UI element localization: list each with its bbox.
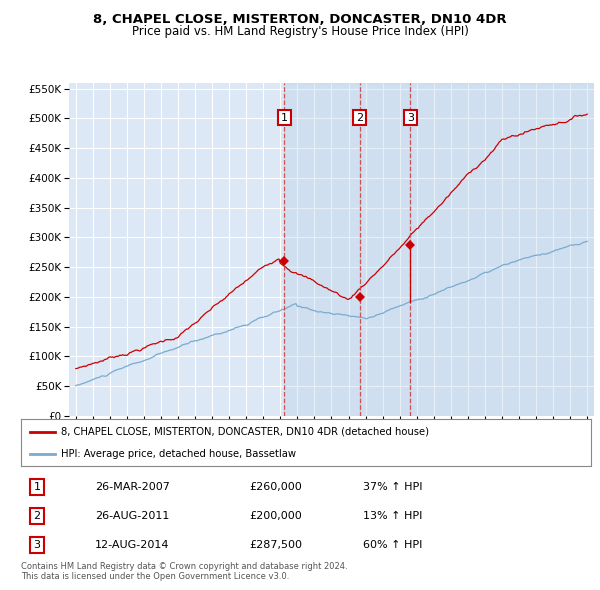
Bar (410, 83, 594, 416)
Text: HPI: Average price, detached house, Bassetlaw: HPI: Average price, detached house, Bass… (61, 450, 296, 459)
Text: This data is licensed under the Open Government Licence v3.0.: This data is licensed under the Open Gov… (21, 572, 289, 581)
Text: 1: 1 (281, 113, 288, 123)
Text: Price paid vs. HM Land Registry's House Price Index (HPI): Price paid vs. HM Land Registry's House … (131, 25, 469, 38)
Text: 60% ↑ HPI: 60% ↑ HPI (363, 540, 422, 550)
Text: £260,000: £260,000 (249, 482, 302, 491)
Text: 37% ↑ HPI: 37% ↑ HPI (363, 482, 422, 491)
Text: 2: 2 (356, 113, 363, 123)
Text: 8, CHAPEL CLOSE, MISTERTON, DONCASTER, DN10 4DR: 8, CHAPEL CLOSE, MISTERTON, DONCASTER, D… (93, 13, 507, 26)
Text: 26-AUG-2011: 26-AUG-2011 (95, 511, 169, 521)
Text: £287,500: £287,500 (249, 540, 302, 550)
Text: 12-AUG-2014: 12-AUG-2014 (95, 540, 170, 550)
Text: £200,000: £200,000 (249, 511, 302, 521)
Bar (284, 83, 359, 416)
Text: 3: 3 (407, 113, 414, 123)
Text: 3: 3 (34, 540, 40, 550)
Text: Contains HM Land Registry data © Crown copyright and database right 2024.: Contains HM Land Registry data © Crown c… (21, 562, 347, 571)
Text: 1: 1 (34, 482, 40, 491)
Text: 13% ↑ HPI: 13% ↑ HPI (363, 511, 422, 521)
Text: 8, CHAPEL CLOSE, MISTERTON, DONCASTER, DN10 4DR (detached house): 8, CHAPEL CLOSE, MISTERTON, DONCASTER, D… (61, 427, 429, 437)
Bar (359, 83, 410, 416)
Text: 26-MAR-2007: 26-MAR-2007 (95, 482, 170, 491)
Text: 2: 2 (34, 511, 41, 521)
